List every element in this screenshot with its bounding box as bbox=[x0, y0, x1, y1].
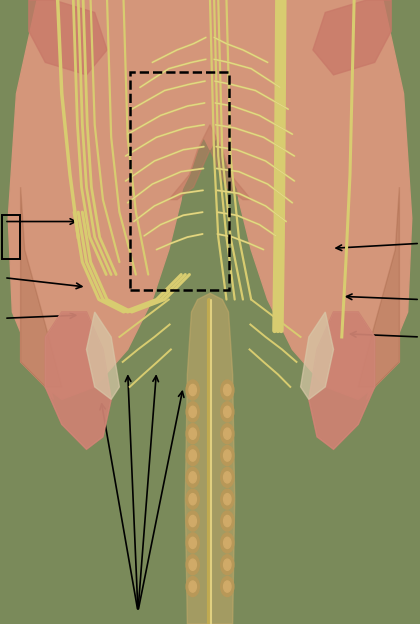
Circle shape bbox=[223, 450, 231, 461]
Polygon shape bbox=[29, 0, 107, 75]
Circle shape bbox=[189, 559, 197, 570]
Circle shape bbox=[223, 384, 231, 396]
Circle shape bbox=[189, 494, 197, 505]
Circle shape bbox=[186, 577, 200, 597]
Circle shape bbox=[186, 424, 200, 444]
Polygon shape bbox=[8, 0, 412, 399]
Polygon shape bbox=[169, 125, 251, 200]
Circle shape bbox=[223, 537, 231, 548]
Circle shape bbox=[223, 472, 231, 483]
Polygon shape bbox=[21, 0, 189, 399]
Circle shape bbox=[223, 559, 231, 570]
Circle shape bbox=[186, 446, 200, 466]
Polygon shape bbox=[185, 293, 235, 624]
Circle shape bbox=[223, 406, 231, 417]
Circle shape bbox=[220, 511, 234, 531]
Polygon shape bbox=[21, 187, 62, 387]
Circle shape bbox=[220, 489, 234, 509]
Circle shape bbox=[220, 402, 234, 422]
Circle shape bbox=[220, 577, 234, 597]
Circle shape bbox=[186, 402, 200, 422]
Circle shape bbox=[189, 515, 197, 527]
Bar bbox=[2, 215, 20, 259]
Circle shape bbox=[189, 450, 197, 461]
Polygon shape bbox=[87, 312, 119, 399]
Polygon shape bbox=[45, 312, 111, 449]
Circle shape bbox=[220, 555, 234, 575]
Circle shape bbox=[189, 428, 197, 439]
Circle shape bbox=[186, 467, 200, 487]
Bar bbox=[130, 72, 228, 290]
Circle shape bbox=[186, 555, 200, 575]
Circle shape bbox=[189, 384, 197, 396]
Circle shape bbox=[220, 424, 234, 444]
Circle shape bbox=[223, 428, 231, 439]
Polygon shape bbox=[45, 312, 111, 449]
Polygon shape bbox=[309, 312, 375, 449]
Circle shape bbox=[220, 446, 234, 466]
Circle shape bbox=[189, 581, 197, 592]
Polygon shape bbox=[301, 312, 333, 399]
Circle shape bbox=[186, 489, 200, 509]
Polygon shape bbox=[313, 0, 391, 75]
Circle shape bbox=[223, 581, 231, 592]
Circle shape bbox=[186, 511, 200, 531]
Circle shape bbox=[189, 406, 197, 417]
Polygon shape bbox=[358, 187, 399, 387]
Polygon shape bbox=[231, 0, 399, 399]
Circle shape bbox=[189, 472, 197, 483]
Polygon shape bbox=[309, 312, 375, 449]
Circle shape bbox=[186, 380, 200, 400]
Circle shape bbox=[186, 533, 200, 553]
Circle shape bbox=[223, 515, 231, 527]
Circle shape bbox=[220, 533, 234, 553]
Circle shape bbox=[220, 380, 234, 400]
Circle shape bbox=[223, 494, 231, 505]
Circle shape bbox=[220, 467, 234, 487]
Circle shape bbox=[189, 537, 197, 548]
